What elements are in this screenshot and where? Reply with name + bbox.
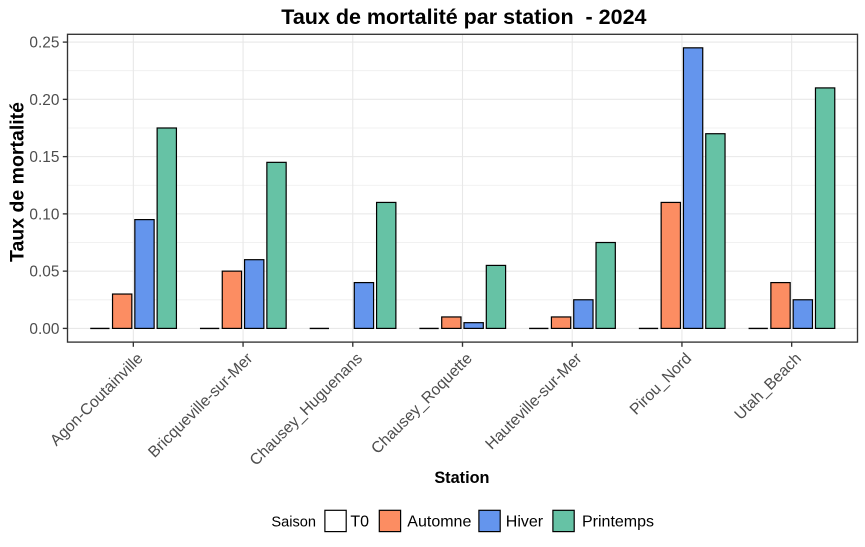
svg-text:Saison: Saison — [271, 515, 316, 531]
svg-text:Automne: Automne — [407, 514, 471, 531]
svg-text:Taux de mortalité par station: Taux de mortalité par station - 2024 — [281, 5, 646, 29]
svg-text:Printemps: Printemps — [582, 514, 654, 531]
svg-text:Station: Station — [434, 469, 489, 487]
svg-text:T0: T0 — [350, 514, 369, 531]
svg-text:0.00: 0.00 — [29, 321, 59, 338]
svg-text:0.05: 0.05 — [29, 264, 59, 281]
svg-text:Hiver: Hiver — [506, 514, 544, 531]
svg-text:0.10: 0.10 — [29, 206, 59, 223]
svg-text:0.25: 0.25 — [29, 35, 59, 52]
svg-text:0.20: 0.20 — [29, 92, 59, 109]
svg-text:0.15: 0.15 — [29, 149, 59, 166]
svg-text:Taux de mortalité: Taux de mortalité — [7, 102, 29, 262]
